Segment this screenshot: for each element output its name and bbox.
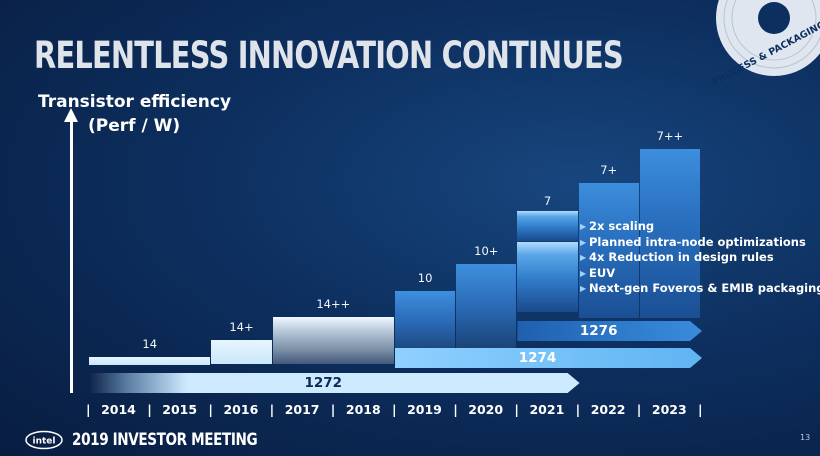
process-arrow-1274: 1274 [395,348,702,368]
y-axis-arrow-icon [64,108,78,122]
slide-title: RELENTLESS INNOVATION CONTINUES [34,34,624,77]
x-axis-tick-label: 2015 [162,402,198,417]
x-axis-tick-label: 2017 [284,402,320,417]
y-axis-label-line2: (Perf / W) [88,116,181,136]
process-packaging-badge: PROCESS & PACKAGING [712,0,820,86]
node-label: 14++ [316,297,351,311]
x-axis-tick-label: 2020 [468,402,504,417]
node-label: 7 [543,194,552,208]
node-bar-7 [517,211,578,241]
x-axis-separator: | [147,402,152,417]
bullet-arrow-icon: ▶ [580,222,587,231]
x-axis-separator: | [86,402,91,417]
node-bar-14plus [211,340,272,364]
bullet-arrow-icon: ▶ [580,284,587,294]
bullet-arrow-icon: ▶ [580,237,587,247]
node-label: 14+ [229,320,254,334]
node-7-feature-list: ▶ 2x scaling ▶ Planned intra-node optimiza… [580,219,820,297]
x-axis-tick-label: 2018 [345,402,381,417]
x-axis-separator: | [636,402,642,417]
list-item: ▶ 2x scaling [580,219,655,233]
x-axis-separator: | [208,402,213,417]
x-axis-separator: | [514,402,519,417]
x-axis-tick-label: 2021 [529,402,565,417]
node-bar-14 [89,357,211,365]
process-arrow-label: 1276 [579,323,618,339]
node-bar-7plusplus [639,149,700,318]
x-axis-tick-label: 2023 [651,402,687,417]
node-label: 10 [417,271,433,285]
x-axis-separator: | [575,402,581,417]
bullet-arrow-icon: ▶ [580,268,587,278]
page-number: 13 [800,433,811,442]
intel-logo-icon: intel [25,430,63,450]
process-arrow-label: 1274 [518,350,557,366]
x-axis-separator: | [453,402,458,417]
x-axis-tick-label: 2014 [101,402,136,417]
node-bar-10plusplus [517,242,578,312]
y-axis-label-line1: Transistor efficiency [38,92,232,112]
x-axis-tick-label: 2016 [223,402,259,417]
x-axis-separator: | [698,402,703,417]
node-label: 7+ [600,163,618,177]
x-axis-separator: | [330,402,336,417]
svg-text:intel: intel [33,437,56,447]
process-arrow-label: 1272 [304,375,343,391]
x-axis-separator: | [392,402,397,417]
node-bar-14plusplus [272,317,394,364]
process-arrow-1276: 1276 [517,321,702,341]
list-item: ▶ Next-gen Foveros & EMIB packaging [580,281,820,296]
x-axis-tick-label: 2019 [407,402,442,417]
x-axis-separator: | [269,402,275,417]
process-arrow-1272: 1272 [89,373,580,393]
x-axis-tick-label: 2022 [590,402,626,417]
list-item: ▶ 4x Reduction in design rules [580,250,774,265]
list-item: ▶ EUV [580,265,616,280]
event-name: 2019 INVESTOR MEETING [72,430,258,450]
node-label: 10+ [474,244,499,258]
bullet-arrow-icon: ▶ [580,253,587,263]
node-label: 7++ [656,129,684,143]
node-bar-7plus [578,183,639,318]
vinyl-record-icon [716,0,820,76]
y-axis-line [70,115,73,393]
list-item: ▶ Planned intra-node optimizations [580,234,806,249]
node-label: 14 [142,337,158,351]
node-bar-10plus [456,264,517,364]
y-axis-label: Transistor efficiency (Perf / W) [38,90,231,138]
